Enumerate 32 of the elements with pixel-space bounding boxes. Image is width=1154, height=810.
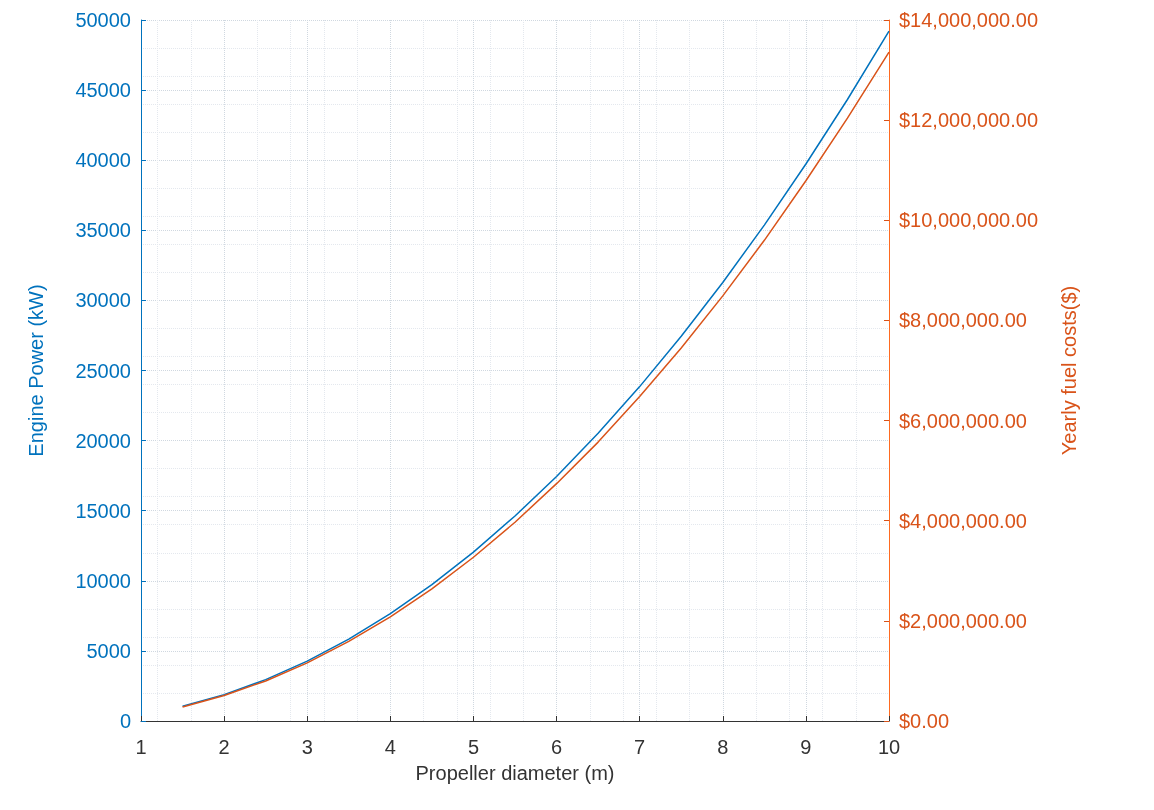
y2-tick-label: $8,000,000.00 xyxy=(899,309,1027,332)
y-tick-label: 10000 xyxy=(75,569,131,592)
y-tick-label: 40000 xyxy=(75,149,131,172)
x-tick-label: 6 xyxy=(550,736,563,758)
x-tick-label: 8 xyxy=(717,736,729,758)
x-tick-label: 10 xyxy=(877,736,901,758)
x-tick-label: 4 xyxy=(384,736,396,758)
x-tick-label: 1 xyxy=(135,736,147,758)
y-tick-label: 35000 xyxy=(75,219,131,242)
y-tick-label: 25000 xyxy=(75,359,131,382)
y-tick-label: 5000 xyxy=(86,639,131,662)
y2-tick-label: $10,000,000.00 xyxy=(899,209,1039,232)
x-tick-label: 2 xyxy=(218,736,230,758)
y-tick-label: 15000 xyxy=(75,499,131,522)
y-tick-label: 50000 xyxy=(75,9,131,31)
x-tick-label: 3 xyxy=(301,736,313,758)
y-tick-label: 20000 xyxy=(75,429,131,452)
y2-axis-title: Yearly fuel costs($) xyxy=(1058,285,1080,456)
y2-tick-label: $6,000,000.00 xyxy=(899,409,1027,432)
y-tick-label: 0 xyxy=(119,710,131,732)
y2-tick-label: $0.00 xyxy=(899,710,950,732)
y2-tick-label: $4,000,000.00 xyxy=(899,509,1027,532)
x-tick-label: 9 xyxy=(800,736,812,758)
y2-tick-label: $14,000,000.00 xyxy=(899,9,1039,31)
y2-tick-label: $2,000,000.00 xyxy=(899,609,1027,632)
y-axis-title: Engine Power (kW) xyxy=(25,284,47,457)
x-tick-label: 7 xyxy=(634,736,646,758)
y-tick-label: 45000 xyxy=(75,79,131,102)
x-axis-title: Propeller diameter (m) xyxy=(415,762,615,784)
x-tick-label: 5 xyxy=(467,736,480,758)
y-tick-label: 30000 xyxy=(75,289,131,312)
y2-tick-label: $12,000,000.00 xyxy=(899,109,1039,132)
